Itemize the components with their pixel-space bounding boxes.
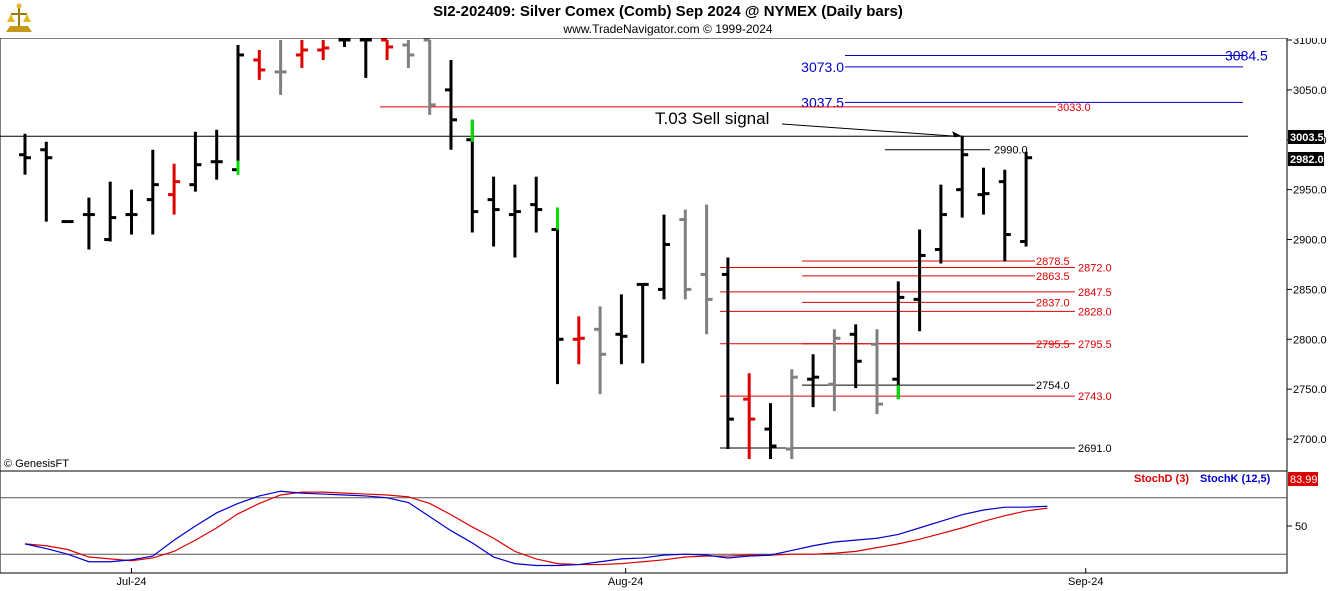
ohlc-bar — [317, 40, 330, 60]
ohlc-bar — [636, 282, 649, 364]
level-label: 2878.5 — [1036, 256, 1070, 268]
ohlc-bar — [551, 207, 564, 385]
price-tag: 3003.5 — [1290, 132, 1324, 144]
stoch-y-label: 50 — [1295, 521, 1307, 533]
level-label: 2837.0 — [1036, 297, 1070, 309]
ohlc-bar — [892, 281, 905, 400]
ohlc-bar — [721, 257, 734, 450]
ohlc-bar — [338, 38, 351, 47]
level-label: 3084.5 — [1225, 47, 1268, 63]
ohlc-bar — [359, 38, 372, 78]
ohlc-bar — [956, 135, 969, 218]
ohlc-bar — [466, 119, 479, 233]
sell-signal-label: T.03 Sell signal — [655, 109, 769, 128]
watermark: © GenesisFT — [4, 458, 69, 470]
level-label: 2828.0 — [1078, 306, 1112, 318]
stoch-line-d — [24, 491, 1048, 566]
level-label: 2691.0 — [1078, 443, 1112, 455]
ohlc-bar — [82, 197, 95, 250]
stoch-panel — [0, 470, 1288, 574]
level-label: 2754.0 — [1036, 380, 1070, 392]
price-panel — [0, 37, 1288, 472]
ohlc-bar — [40, 141, 53, 222]
ohlc-bar — [871, 329, 883, 415]
ohlc-bar — [743, 373, 756, 459]
ohlc-bar — [445, 59, 457, 150]
ohlc-bar — [487, 176, 500, 247]
ohlc-bar — [402, 40, 415, 68]
ohlc-bar — [1020, 151, 1033, 247]
level-label: 3037.5 — [801, 94, 844, 110]
y-tick-label: 2700.0 — [1293, 434, 1327, 446]
ohlc-bar — [849, 324, 862, 389]
ohlc-bar — [679, 209, 692, 300]
ohlc-bar — [423, 38, 436, 115]
ohlc-bar — [700, 204, 713, 335]
stoch-line-k — [24, 490, 1048, 567]
ohlc-bar — [125, 189, 138, 235]
stoch-value-tag: 83.99 — [1290, 474, 1318, 486]
ohlc-bar — [508, 184, 521, 258]
ohlc-bar — [658, 214, 670, 300]
price-tag: 2982.0 — [1290, 154, 1324, 166]
chart-header: SI2-202409: Silver Comex (Comb) Sep 2024… — [0, 0, 1336, 38]
chart-subtitle: www.TradeNavigator.com © 1999-2024 — [563, 22, 773, 36]
ohlc-bar — [594, 306, 607, 395]
genesis-logo-icon — [6, 3, 32, 32]
ohlc-bar — [232, 44, 244, 175]
ohlc-bar — [146, 149, 159, 235]
sell-signal-arrow — [781, 123, 957, 137]
y-tick-label: 3100.0 — [1293, 35, 1327, 47]
stoch-tag-bg — [1288, 472, 1318, 486]
level-label: 2872.0 — [1078, 262, 1112, 274]
y-tick-label: 2950.0 — [1293, 185, 1327, 197]
legend-stochk: StochK (12,5) — [1200, 473, 1271, 485]
ohlc-bar — [785, 369, 798, 459]
ohlc-bar — [572, 316, 585, 365]
level-label: 2863.5 — [1036, 271, 1070, 283]
ohlc-bar — [913, 229, 926, 332]
price-tag-bg — [1288, 130, 1324, 144]
ohlc-bar — [530, 176, 543, 233]
ohlc-bar — [253, 49, 266, 80]
level-label: 2990.0 — [994, 145, 1028, 157]
x-tick-label: Jul-24 — [117, 576, 147, 588]
ohlc-bar — [19, 133, 31, 175]
ohlc-bar — [189, 131, 202, 192]
level-label: 3073.0 — [801, 59, 844, 75]
level-label: 2795.5 — [1036, 339, 1070, 351]
ohlc-bar — [828, 329, 841, 412]
ohlc-bar — [998, 169, 1011, 262]
y-tick-label: 3050.0 — [1293, 85, 1327, 97]
arrow-head-icon — [952, 131, 963, 138]
level-label: 3033.0 — [1057, 102, 1091, 114]
ohlc-bar — [295, 40, 308, 68]
level-label: 2743.0 — [1078, 391, 1112, 403]
ohlc-bar — [168, 163, 181, 215]
y-tick-label: 2850.0 — [1293, 284, 1327, 296]
price-tag-bg — [1288, 152, 1324, 166]
chart-title: SI2-202409: Silver Comex (Comb) Sep 2024… — [433, 3, 903, 20]
ohlc-bar — [104, 181, 117, 242]
ohlc-bar — [977, 167, 990, 215]
legend-stochd: StochD (3) — [1134, 473, 1189, 485]
ohlc-bar — [210, 129, 223, 180]
ohlc-bar — [274, 40, 287, 95]
ohlc-bar — [934, 184, 947, 264]
ohlc-bar — [764, 403, 777, 459]
y-tick-label: 2800.0 — [1293, 334, 1327, 346]
x-tick-label: Sep-24 — [1068, 576, 1103, 588]
ohlc-bar — [807, 354, 820, 408]
ohlc-bar — [615, 294, 628, 365]
level-label: 2847.5 — [1078, 287, 1112, 299]
x-tick-label: Aug-24 — [608, 576, 643, 588]
y-tick-label: 2750.0 — [1293, 384, 1327, 396]
level-label: 2795.5 — [1078, 339, 1112, 351]
ohlc-bar — [381, 38, 394, 60]
y-tick-label: 2900.0 — [1293, 235, 1327, 247]
